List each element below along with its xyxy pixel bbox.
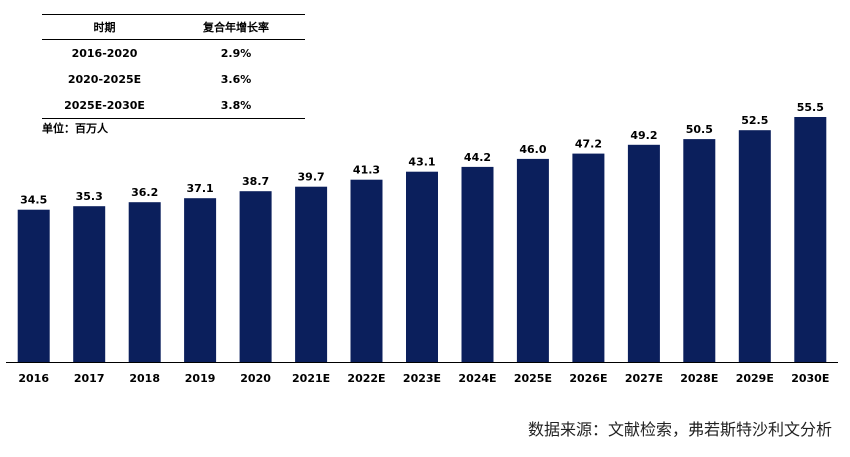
x-tick-label: 2023E — [403, 372, 441, 385]
cagr-rate-cell: 2.9% — [220, 46, 252, 60]
cagr-period-cell: 2025E-2030E — [42, 92, 167, 119]
value-label: 46.0 — [519, 143, 546, 156]
x-tick-label-group: 2016 2017 2018 2019 2020 2021E 2022E 2023E 2024E… — [18, 372, 829, 385]
cagr-header-rate: 复合年增长率 — [167, 14, 305, 40]
bar-2018 — [128, 202, 161, 362]
bar-2021E — [295, 186, 328, 362]
cagr-rate-cell: 3.8% — [167, 92, 305, 119]
bar-group — [17, 117, 827, 362]
bar-2029E — [738, 130, 771, 362]
table-row: 2016-2020 2.9% — [42, 40, 305, 67]
bar-2026E — [572, 153, 605, 362]
value-label: 39.7 — [298, 171, 325, 184]
bar-2024E — [461, 166, 494, 362]
value-label: 41.3 — [353, 164, 380, 177]
cagr-period-cell: 2016-2020 — [71, 46, 138, 60]
bar-2017 — [73, 206, 106, 362]
x-tick-label: 2026E — [569, 372, 607, 385]
bar-2020 — [239, 191, 272, 362]
cagr-rate-cell: 3.6% — [220, 72, 252, 86]
x-tick-label: 2016 — [18, 372, 49, 385]
table-row: 2020-2025E 3.6% — [42, 66, 305, 92]
bar-2023E — [406, 171, 438, 362]
value-label: 55.5 — [797, 101, 824, 114]
x-tick-label: 2019 — [185, 372, 216, 385]
bar-2022E — [350, 179, 383, 362]
value-label: 35.3 — [76, 190, 103, 203]
bar-2025E — [516, 158, 549, 362]
value-label: 37.1 — [187, 182, 214, 195]
value-label: 34.5 — [20, 194, 47, 207]
bar-2016 — [17, 209, 50, 362]
table-row: 2025E-2030E 3.8% — [42, 92, 305, 119]
bar-2027E — [627, 144, 660, 362]
x-tick-label: 2022E — [347, 372, 385, 385]
source-note: 数据来源：文献检索，弗若斯特沙利文分析 — [527, 420, 832, 439]
cagr-table: 时期 复合年增长率 2016-2020 2.9% 2020-2025E 3.6%… — [42, 14, 305, 119]
bar-2028E — [683, 139, 716, 362]
x-tick-label: 2025E — [514, 372, 552, 385]
cagr-header-period: 时期 — [42, 14, 167, 40]
value-label: 36.2 — [131, 186, 158, 199]
x-tick-label: 2018 — [129, 372, 160, 385]
cagr-table-header-row: 时期 复合年增长率 — [42, 14, 305, 40]
value-label: 52.5 — [741, 114, 768, 127]
value-label: 47.2 — [575, 138, 602, 151]
bar-2019 — [184, 198, 217, 362]
x-tick-label: 2020 — [240, 372, 271, 385]
value-label: 50.5 — [686, 123, 713, 136]
x-tick-label: 2029E — [736, 372, 774, 385]
unit-label: 单位：百万人 — [42, 122, 108, 135]
value-label: 49.2 — [630, 129, 657, 142]
value-label: 44.2 — [464, 151, 491, 164]
x-tick-label: 2027E — [625, 372, 663, 385]
x-tick-label: 2017 — [74, 372, 105, 385]
bar-2030E — [794, 117, 827, 362]
x-tick-label: 2024E — [458, 372, 496, 385]
value-label: 43.1 — [408, 156, 435, 169]
x-tick-label: 2030E — [791, 372, 829, 385]
x-tick-label: 2021E — [292, 372, 330, 385]
value-label-group: 34.5 35.3 36.2 37.1 38.7 39.7 41.3 43.1 44.2 46.0… — [20, 101, 824, 207]
value-label: 38.7 — [242, 175, 269, 188]
cagr-period-cell: 2020-2025E — [67, 72, 142, 86]
x-tick-label: 2028E — [680, 372, 718, 385]
